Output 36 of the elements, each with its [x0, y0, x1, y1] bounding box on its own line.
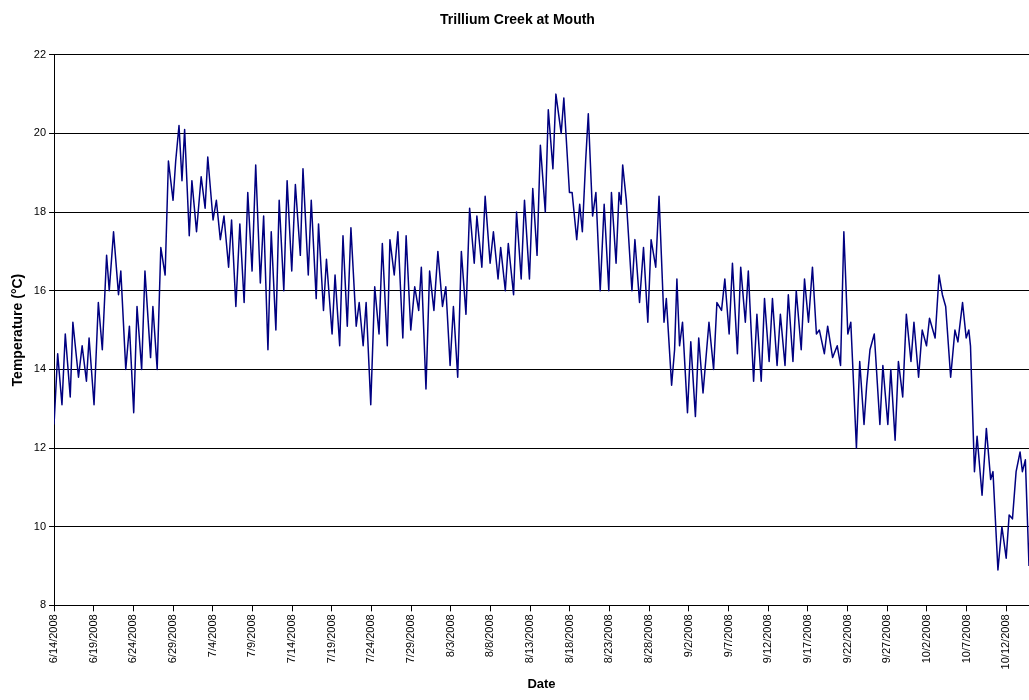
x-tick-label: 8/3/2008 [443, 614, 456, 658]
x-tick-label: 9/17/2008 [800, 614, 813, 664]
x-tick-label: 8/28/2008 [642, 614, 655, 664]
y-tick-label: 20 [33, 126, 47, 139]
x-tick-label: 6/29/2008 [166, 614, 179, 664]
x-tick-label: 10/2/2008 [919, 614, 932, 664]
x-tick-label: 9/2/2008 [681, 614, 694, 658]
x-tick-label: 7/24/2008 [364, 614, 377, 664]
x-tick-label: 7/29/2008 [404, 614, 417, 664]
x-tick-label: 8/13/2008 [523, 614, 536, 664]
x-tick-label: 9/22/2008 [840, 614, 853, 664]
y-tick-label: 8 [39, 598, 47, 611]
x-tick-label: 8/8/2008 [483, 614, 496, 658]
y-tick-label: 18 [33, 205, 47, 218]
x-tick-label: 7/19/2008 [324, 614, 337, 664]
x-tick-label: 8/18/2008 [562, 614, 575, 664]
x-tick-label: 10/7/2008 [959, 614, 972, 664]
y-tick-label: 16 [33, 283, 47, 296]
x-tick-label: 7/14/2008 [285, 614, 298, 664]
x-tick-label: 9/7/2008 [721, 614, 734, 658]
x-tick-label: 10/12/2008 [999, 614, 1012, 670]
x-tick-label: 6/14/2008 [47, 614, 60, 664]
x-tick-label: 8/23/2008 [602, 614, 615, 664]
x-tick-label: 6/24/2008 [126, 614, 139, 664]
x-tick-label: 7/4/2008 [205, 614, 218, 658]
x-tick-label: 6/19/2008 [86, 614, 99, 664]
x-tick-label: 9/27/2008 [880, 614, 893, 664]
y-tick-label: 12 [33, 441, 47, 454]
y-tick-label: 22 [33, 47, 47, 60]
x-tick-label: 9/12/2008 [761, 614, 774, 664]
x-axis-title: Date [527, 675, 556, 691]
chart-title: Trillium Creek at Mouth [440, 11, 595, 28]
y-axis-title: Temperature (°C) [9, 273, 26, 387]
x-tick-label: 7/9/2008 [245, 614, 258, 658]
y-tick-label: 10 [33, 519, 47, 532]
y-tick-label: 14 [33, 362, 47, 375]
